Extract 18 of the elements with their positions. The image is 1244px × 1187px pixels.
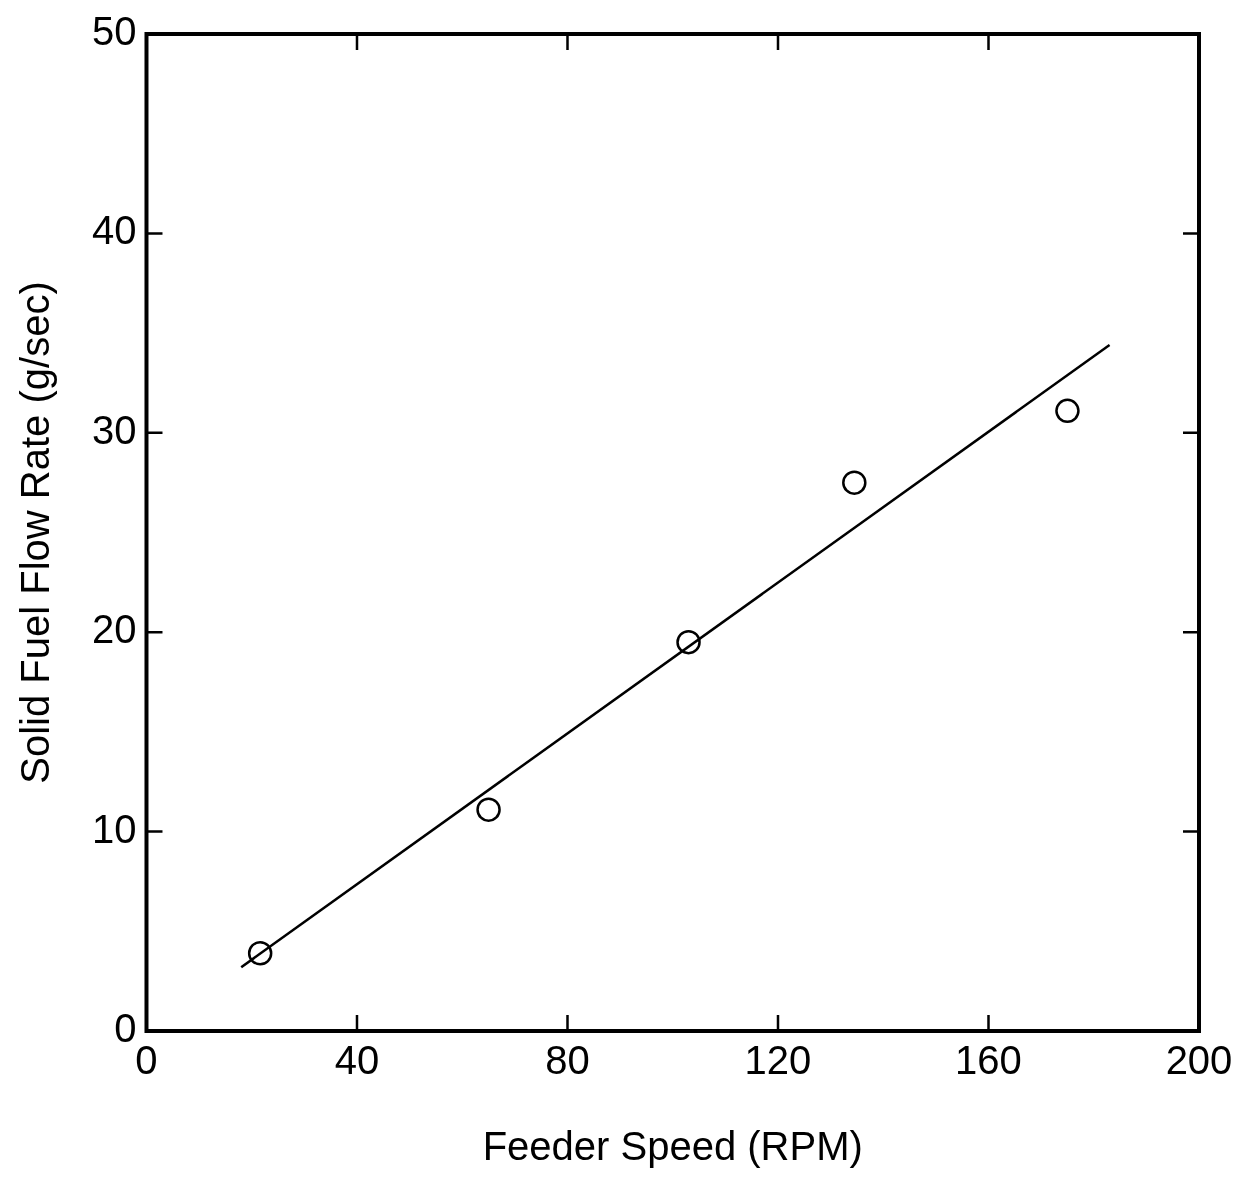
y-tick-label: 0	[114, 1006, 137, 1051]
y-tick-label: 40	[91, 208, 137, 253]
y-tick-label: 20	[91, 607, 137, 652]
x-tick-label: 160	[955, 1038, 1022, 1083]
x-tick-label: 40	[334, 1038, 380, 1083]
point	[1055, 398, 1080, 424]
y-axis-title: Solid Fuel Flow Rate (g/sec)	[13, 281, 58, 784]
x-axis-title: Feeder Speed (RPM)	[482, 1124, 863, 1169]
x-tick-label: 120	[744, 1038, 812, 1083]
y-tick-label: 30	[91, 407, 137, 452]
point	[676, 629, 701, 655]
point	[842, 470, 867, 495]
point	[476, 797, 501, 822]
x-tick-label: 200	[1165, 1038, 1233, 1083]
y-tick-label: 50	[91, 9, 137, 54]
y-tick-label: 10	[91, 806, 137, 851]
x-tick-label: 80	[545, 1038, 590, 1083]
point	[247, 940, 273, 966]
